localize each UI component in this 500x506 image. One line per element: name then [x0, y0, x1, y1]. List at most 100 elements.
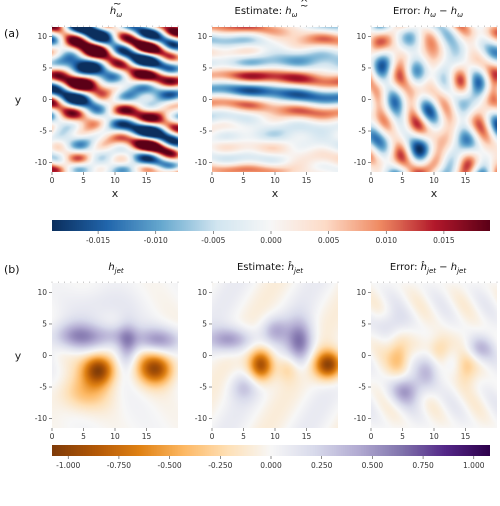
- x-tick-label: 15: [461, 432, 471, 441]
- x-tick-label: 10: [270, 176, 280, 185]
- colorbar-b: [52, 445, 490, 456]
- panel-label-b: (b): [4, 263, 20, 276]
- colorbar-tick-label: -0.015: [86, 236, 110, 245]
- x-tick-label: 10: [110, 176, 120, 185]
- y-axis-label: y: [15, 94, 22, 107]
- svg-text:Error: hω − hω: Error: hω − hω: [393, 6, 463, 19]
- svg-text:~: ~: [300, 1, 308, 12]
- y-tick-label: 0: [42, 351, 47, 360]
- x-tick-label: 0: [50, 176, 55, 185]
- y-tick-label: 5: [42, 319, 47, 328]
- x-tick-label: 5: [241, 176, 246, 185]
- y-tick-label: -5: [40, 383, 48, 392]
- y-tick-label: -10: [195, 414, 207, 423]
- x-tick-label: 5: [241, 432, 246, 441]
- title-jet-error: Error: ĥjet − hjet: [390, 260, 466, 275]
- x-tick-label: 0: [50, 432, 55, 441]
- colorbar-tick-label: 0.500: [362, 461, 384, 470]
- colorbar-tick-label: -0.010: [144, 236, 168, 245]
- y-tick-label: 0: [42, 95, 47, 104]
- y-tick-label: -10: [354, 158, 366, 167]
- svg-text:Estimate: hω: Estimate: hω: [235, 6, 298, 19]
- y-tick-label: -5: [359, 383, 367, 392]
- y-tick-label: -10: [35, 414, 47, 423]
- y-tick-label: 10: [37, 288, 47, 297]
- svg-text:hjet: hjet: [108, 262, 124, 275]
- heatmap-jet-error: [371, 283, 497, 428]
- y-tick-label: 10: [197, 32, 207, 41]
- x-tick-label: 10: [270, 432, 280, 441]
- y-tick-label: -10: [195, 158, 207, 167]
- title-wave-true: hω ~: [110, 0, 122, 19]
- y-tick-label: -5: [359, 127, 367, 136]
- x-tick-label: 0: [369, 432, 374, 441]
- x-tick-label: 5: [400, 176, 405, 185]
- x-tick-label: 15: [302, 432, 312, 441]
- y-tick-label: 5: [361, 319, 366, 328]
- y-tick-label: -5: [200, 127, 208, 136]
- x-tick-label: 5: [400, 432, 405, 441]
- colorbar-a: [52, 220, 490, 231]
- y-tick-label: 5: [202, 63, 207, 72]
- y-tick-label: -5: [200, 383, 208, 392]
- y-axis-label: y: [15, 350, 22, 363]
- x-tick-label: 15: [142, 432, 152, 441]
- y-tick-label: 0: [202, 95, 207, 104]
- x-axis-label: x: [431, 187, 438, 200]
- title-wave-error: Error: hω − hω: [393, 6, 463, 19]
- svg-text:~: ~: [113, 0, 121, 10]
- heatmap-wave-error: [371, 27, 497, 172]
- y-tick-label: 0: [202, 351, 207, 360]
- colorbar-tick-label: 0.000: [260, 461, 282, 470]
- colorbar-tick-label: -1.000: [56, 461, 80, 470]
- colorbar-tick-label: -0.500: [158, 461, 182, 470]
- colorbar-tick-label: 0.015: [433, 236, 455, 245]
- title-wave-estimate: Estimate: hω ^ ~: [235, 0, 309, 19]
- y-tick-label: 0: [361, 351, 366, 360]
- svg-text:Estimate: ĥjet: Estimate: ĥjet: [237, 260, 303, 275]
- heatmap-jet-estimate: [212, 283, 338, 428]
- y-tick-label: 10: [37, 32, 47, 41]
- y-tick-label: 5: [361, 63, 366, 72]
- colorbar-tick-label: 0.000: [260, 236, 282, 245]
- x-tick-label: 15: [142, 176, 152, 185]
- colorbar-tick-label: -0.250: [208, 461, 232, 470]
- svg-text:Error: ĥjet − hjet: Error: ĥjet − hjet: [390, 260, 466, 275]
- y-tick-label: -5: [40, 127, 48, 136]
- colorbar-tick-label: -0.750: [107, 461, 131, 470]
- x-tick-label: 0: [369, 176, 374, 185]
- x-tick-label: 5: [81, 176, 86, 185]
- colorbar-ticks: -0.015 -0.010 -0.005 0.000 0.005 0.010 0.015 -1…: [56, 231, 485, 470]
- colorbar-tick-label: 0.005: [318, 236, 340, 245]
- y-tick-label: 5: [202, 319, 207, 328]
- y-tick-label: -10: [35, 158, 47, 167]
- x-tick-label: 10: [429, 432, 439, 441]
- colorbar-tick-label: 0.010: [376, 236, 398, 245]
- x-tick-label: 15: [461, 176, 471, 185]
- x-tick-label: 15: [302, 176, 312, 185]
- heatmap-wave-true: [52, 27, 178, 172]
- colorbar-tick-label: 0.250: [311, 461, 333, 470]
- heatmap-jet-true: [52, 283, 178, 428]
- x-tick-label: 10: [429, 176, 439, 185]
- svg-text:^: ^: [300, 0, 308, 9]
- colorbar-tick-label: 1.000: [463, 461, 485, 470]
- x-tick-label: 0: [210, 176, 215, 185]
- title-jet-estimate: Estimate: ĥjet: [237, 260, 303, 275]
- x-axis-label: x: [112, 187, 119, 200]
- x-tick-label: 5: [81, 432, 86, 441]
- x-tick-label: 10: [110, 432, 120, 441]
- x-tick-label: 0: [210, 432, 215, 441]
- colorbar-tick-label: -0.005: [201, 236, 225, 245]
- y-tick-label: 10: [356, 32, 366, 41]
- title-jet-true: hjet: [108, 262, 124, 275]
- heatmap-wave-estimate: [212, 27, 338, 172]
- y-tick-label: 0: [361, 95, 366, 104]
- panel-label-a: (a): [4, 27, 19, 40]
- y-tick-label: 10: [356, 288, 366, 297]
- y-tick-label: -10: [354, 414, 366, 423]
- colorbar-tick-label: 0.750: [412, 461, 434, 470]
- y-tick-label: 10: [197, 288, 207, 297]
- x-axis-label: x: [272, 187, 279, 200]
